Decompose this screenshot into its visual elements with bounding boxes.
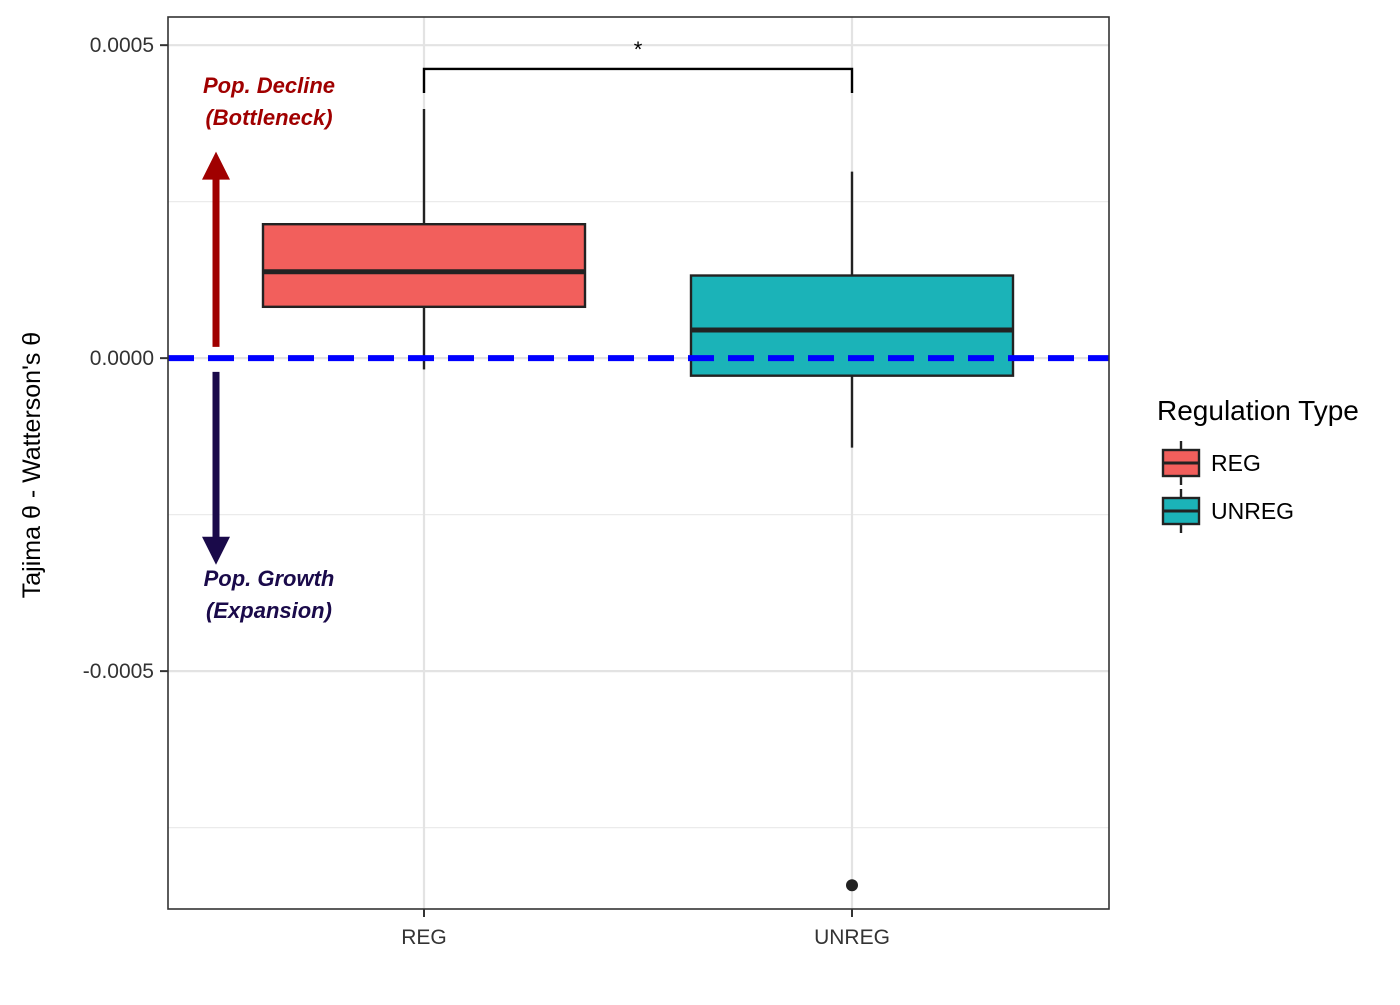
significance-bracket [422,67,854,93]
growth-annotation-text: Pop. Growth [204,566,335,591]
x-tick-label: UNREG [814,926,890,949]
decline-arrow-head [202,151,230,180]
legend-label: UNREG [1211,498,1294,524]
plot-panel-bg [168,17,1109,909]
y-tick-label: 0.0000 [90,347,154,370]
y-axis-title: Tajima θ - Watterson's θ [18,332,46,598]
box-iqr [261,222,587,309]
significance-label: * [634,37,643,62]
growth-annotation-text: (Expansion) [206,598,332,623]
y-tick-label: 0.0005 [90,34,154,57]
boxplot-reg [261,109,587,370]
legend-title: Regulation Type [1157,395,1359,426]
legend-item-reg: REG [1161,441,1261,485]
legend-label: REG [1211,450,1261,476]
growth-arrow-head [202,536,230,565]
plot-panel-border [167,16,1110,910]
x-tick-label: REG [401,926,447,949]
outlier-point [846,879,858,892]
decline-annotation-text: Pop. Decline [203,73,335,98]
legend-item-unreg: UNREG [1161,489,1294,533]
decline-annotation-text: (Bottleneck) [205,105,332,130]
y-tick-label: -0.0005 [83,660,154,683]
